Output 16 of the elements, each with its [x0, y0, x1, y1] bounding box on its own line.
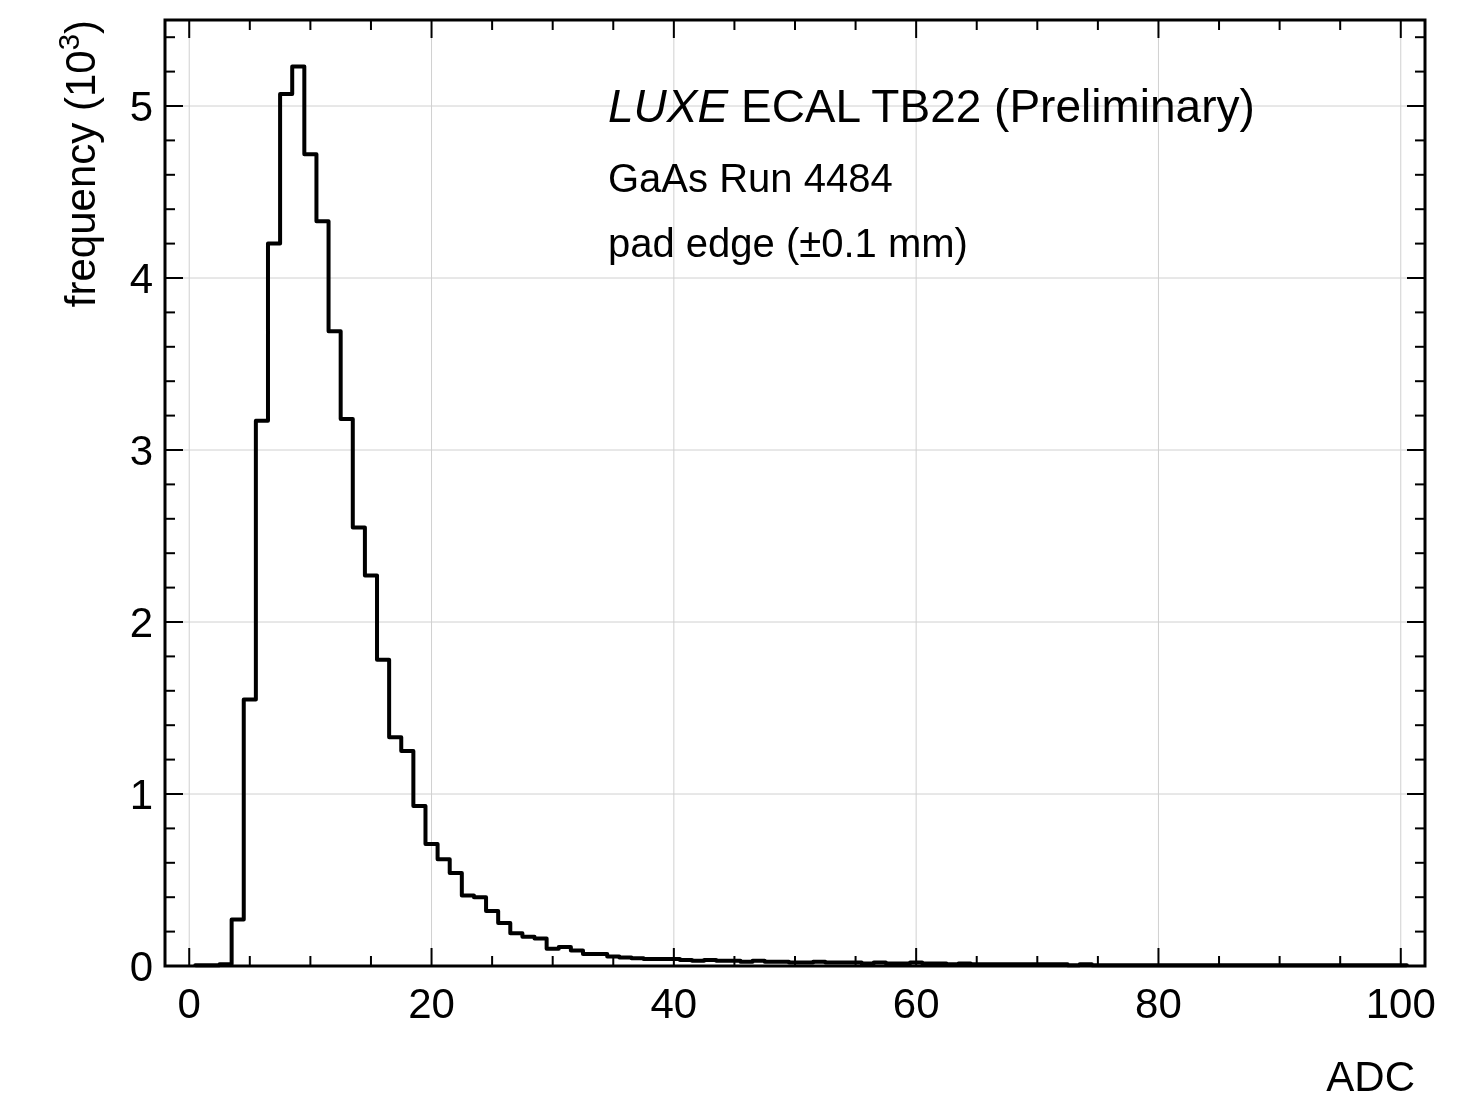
- y-tick-label: 0: [129, 943, 153, 990]
- x-tick-label: 0: [177, 980, 201, 1027]
- y-tick-label: 5: [129, 83, 153, 130]
- y-tick-label: 1: [129, 771, 153, 818]
- x-tick-label: 20: [408, 980, 455, 1027]
- x-axis-title: ADC: [1326, 1053, 1415, 1099]
- y-tick-label: 4: [129, 255, 153, 302]
- y-tick-label: 2: [129, 599, 153, 646]
- annotation: GaAs Run 4484: [608, 156, 893, 200]
- y-tick-label: 3: [129, 427, 153, 474]
- x-tick-label: 80: [1135, 980, 1182, 1027]
- x-tick-label: 40: [650, 980, 698, 1027]
- x-tick-label: 100: [1365, 980, 1436, 1027]
- annotation: pad edge (±0.1 mm): [608, 221, 968, 265]
- x-tick-label: 60: [892, 980, 940, 1027]
- annotation: LUXE ECAL TB22 (Preliminary): [608, 80, 1255, 132]
